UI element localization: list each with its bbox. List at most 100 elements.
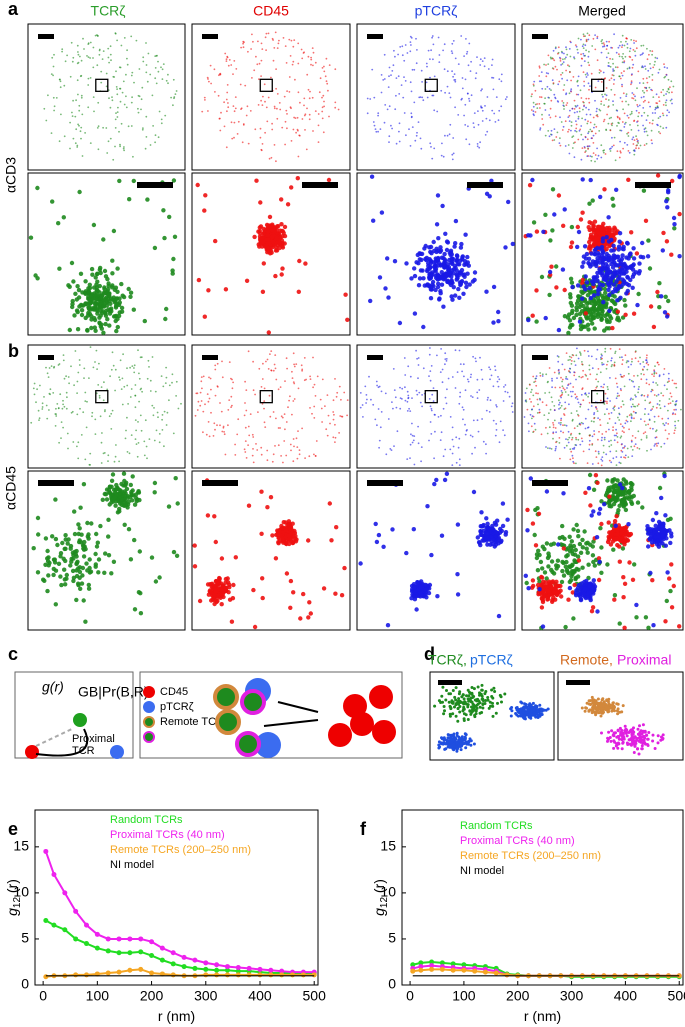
point [231,404,233,407]
point [659,294,664,299]
point [553,128,556,131]
point [83,48,85,50]
point [50,199,55,204]
point [534,428,537,431]
point [265,250,270,255]
point [292,400,295,402]
point [49,393,51,396]
point [274,31,277,34]
point [417,442,420,445]
point [635,135,637,138]
point [540,433,543,436]
point [263,421,266,424]
point [643,365,646,368]
g-subscript: GB|Pr(B,R) [78,684,149,700]
point [560,396,562,399]
point [415,389,418,392]
point [568,276,574,281]
point [86,532,91,537]
point [46,573,51,578]
point [334,101,337,104]
point [63,135,66,138]
point [366,97,369,100]
point [86,296,91,301]
point [644,99,646,102]
point [636,121,638,123]
point [411,68,414,71]
point [223,101,226,104]
point [247,350,250,353]
point [636,104,639,106]
point [610,357,613,360]
point [630,405,633,408]
point [126,57,128,60]
point [670,80,673,83]
point [675,382,677,385]
point [76,566,81,571]
point [410,112,413,115]
point [587,132,589,135]
point [563,388,566,391]
point [92,96,95,98]
point [248,434,251,437]
point [596,147,598,150]
point [164,382,167,384]
point [600,248,605,253]
point [153,439,156,442]
point [554,386,557,389]
point [603,44,606,46]
point [570,322,575,328]
point [52,392,55,394]
point [621,430,624,432]
point [244,402,246,404]
point [614,352,616,354]
point [538,75,541,77]
point [98,300,103,305]
icon [235,731,261,757]
point [92,317,98,323]
point [119,379,121,381]
point [227,64,230,67]
point [97,283,103,289]
point [377,130,379,133]
point [600,70,602,72]
point [624,123,626,125]
point [574,312,579,318]
roi-box [424,390,438,404]
point [545,64,547,66]
point [270,76,272,79]
point [445,279,450,285]
point [577,117,580,120]
point [130,35,133,38]
point [560,64,562,66]
point [409,41,412,43]
point [402,96,405,99]
point [563,368,566,371]
point [586,225,591,230]
point [650,390,653,393]
point [325,57,328,60]
point [554,65,557,68]
point [461,77,464,79]
point [75,128,78,131]
point [647,363,650,366]
point [642,77,645,80]
point [261,378,264,380]
point [623,126,626,128]
point [291,413,293,416]
point [603,383,605,386]
point [117,178,122,184]
point [530,425,533,428]
point [292,352,295,355]
point [412,266,417,271]
point [544,88,547,90]
point [472,419,475,422]
point [569,224,575,230]
point [658,68,661,71]
point [120,44,123,47]
point [138,377,141,380]
point [587,355,590,357]
point [444,91,446,94]
point [308,611,313,616]
point [221,360,223,363]
